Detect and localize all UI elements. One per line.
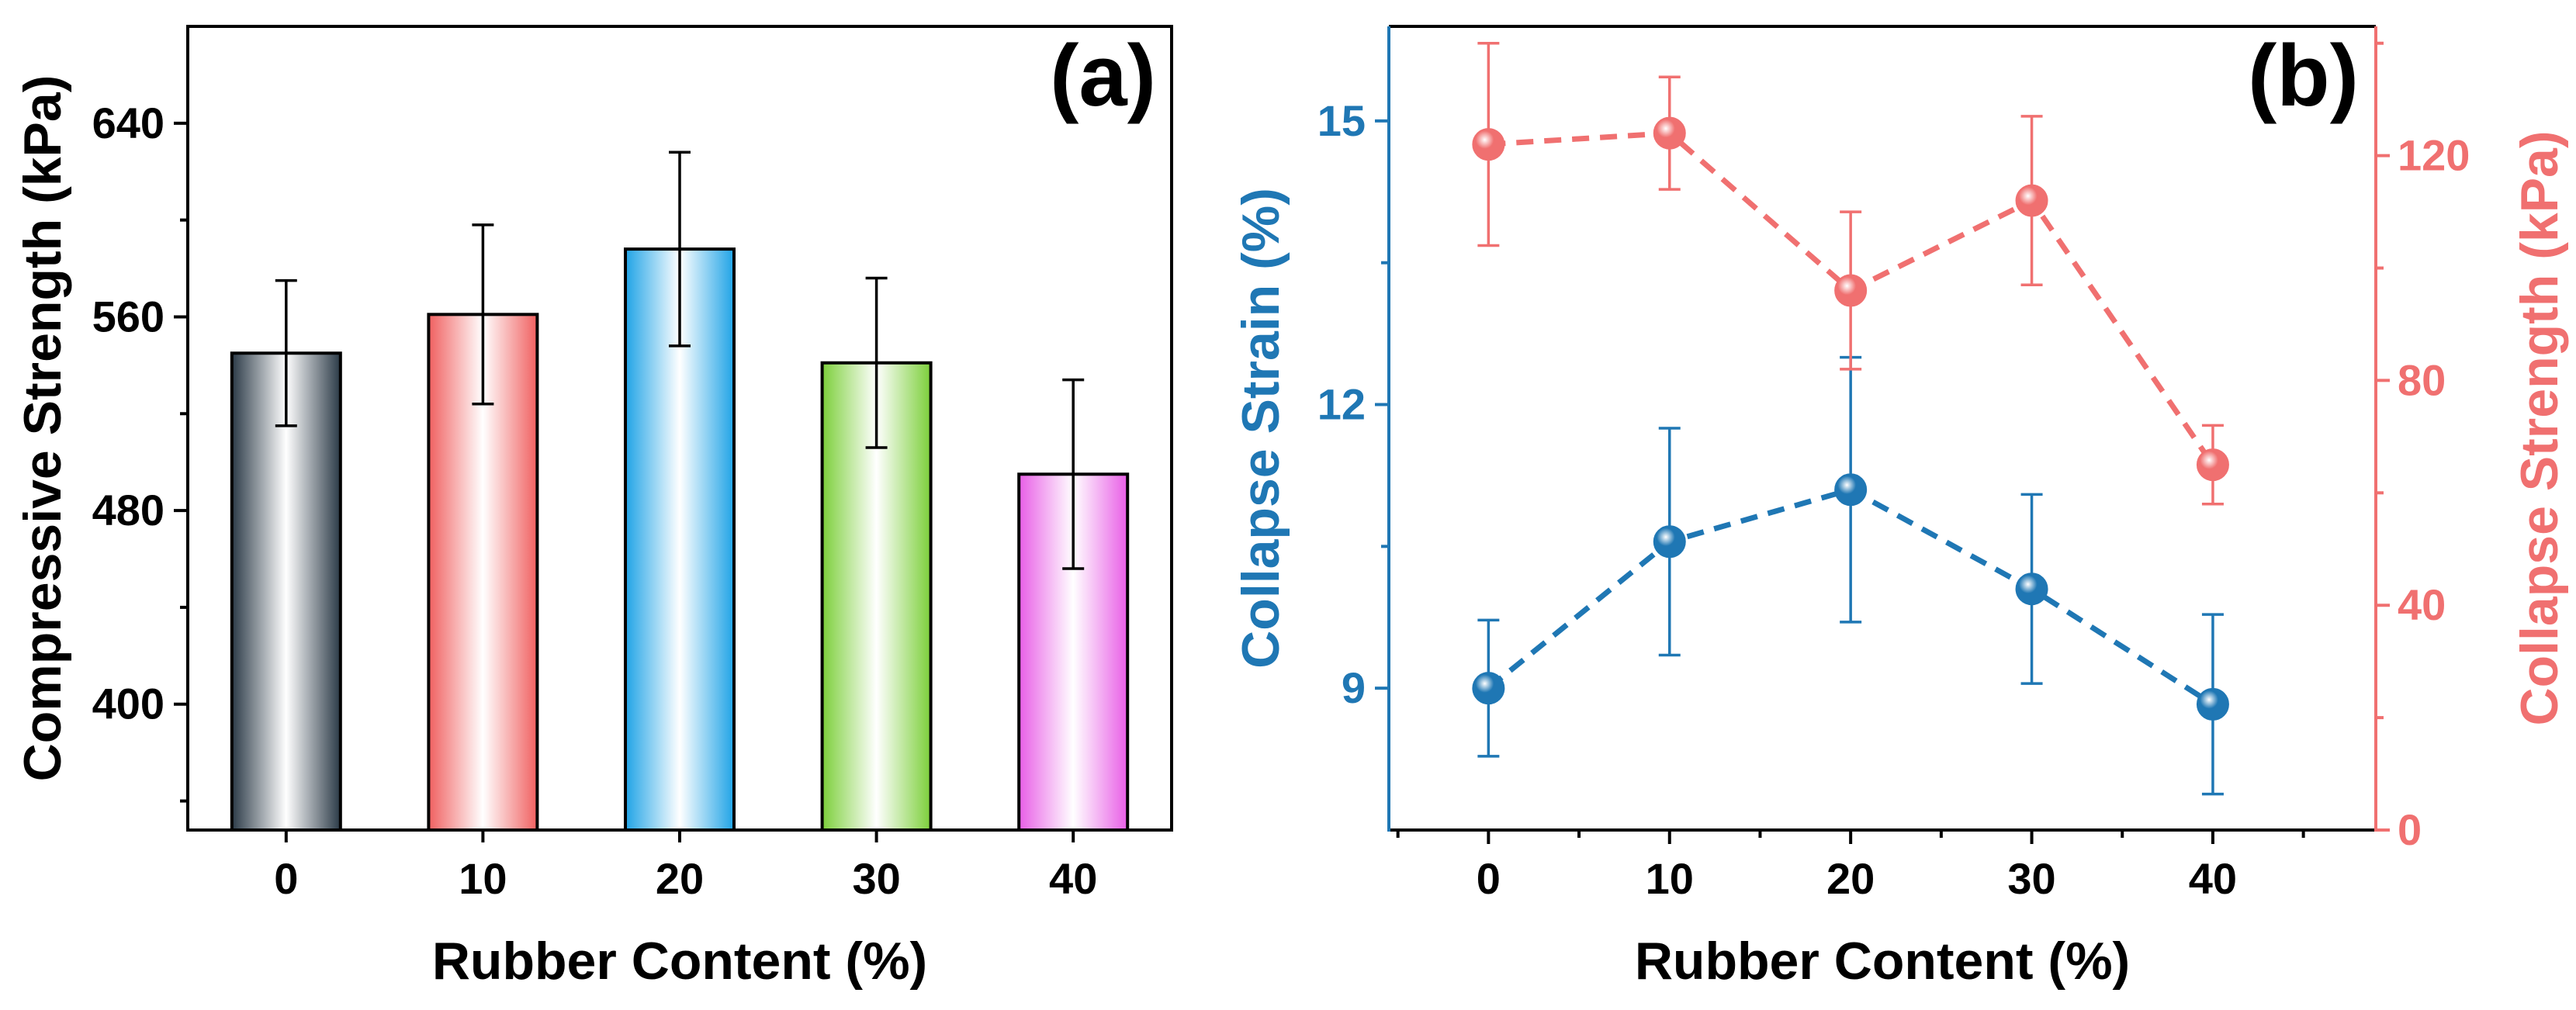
panel-label-b: (b) [2248, 27, 2359, 124]
y-axis-title-a: Compressive Strength (kPa) [13, 75, 72, 782]
y-axis-title-right-b: Collapse Strength (kPa) [2510, 130, 2569, 725]
panel-a: 400 480 560 640 0 10 20 30 40 (a) Rubber Conten… [13, 25, 1173, 991]
y-tick-label: 560 [92, 292, 164, 341]
y-axis-left-b: 9 12 15 [1317, 96, 1389, 712]
data-point [1653, 116, 1686, 150]
panel-b: 9 12 15 0 40 80 120 0 10 20 30 40 (b) Rubber Cont… [1231, 25, 2569, 991]
x-tick-label: 10 [1646, 854, 1694, 903]
x-tick-label: 40 [2189, 854, 2237, 903]
data-point [2196, 448, 2229, 482]
errorbar-group [275, 150, 1085, 570]
data-point [2196, 687, 2229, 721]
data-point [1472, 672, 1505, 705]
bar [230, 351, 342, 832]
y-left-tick-label: 12 [1317, 380, 1366, 429]
y-axis-a: 400 480 560 640 [92, 99, 188, 803]
data-point [1472, 128, 1505, 161]
data-point [2015, 572, 2048, 606]
y-tick-label: 400 [92, 680, 164, 728]
series-group [1472, 41, 2229, 796]
bar [820, 361, 933, 832]
y-tick-label: 480 [92, 486, 164, 534]
y-left-tick-label: 15 [1317, 96, 1366, 145]
y-left-tick-label: 9 [1342, 663, 1366, 712]
x-tick-label: 40 [1049, 854, 1097, 903]
x-tick-label: 20 [1826, 854, 1875, 903]
data-point [1834, 274, 1868, 307]
y-right-tick-label: 0 [2398, 805, 2422, 854]
y-right-tick-label: 80 [2398, 355, 2446, 404]
x-axis-title-a: Rubber Content (%) [432, 932, 927, 991]
y-right-tick-label: 120 [2398, 131, 2470, 180]
y-right-tick-label: 40 [2398, 580, 2446, 629]
x-tick-label: 30 [2007, 854, 2055, 903]
data-point [1653, 525, 1686, 559]
x-axis-title-b: Rubber Content (%) [1635, 932, 2130, 991]
panel-label-a: (a) [1050, 27, 1156, 124]
x-tick-label: 0 [274, 854, 298, 903]
x-axis-a: 0 10 20 30 40 [274, 830, 1097, 903]
data-point [1834, 473, 1868, 507]
data-point [2015, 184, 2048, 217]
y-axis-right-b: 0 40 80 120 [2376, 41, 2470, 854]
x-axis-b: 0 10 20 30 40 [1396, 830, 2305, 903]
y-tick-label: 640 [92, 99, 164, 147]
x-tick-label: 30 [852, 854, 900, 903]
y-axis-title-left-b: Collapse Strain (%) [1231, 188, 1290, 669]
x-tick-label: 0 [1477, 854, 1501, 903]
x-tick-label: 20 [656, 854, 704, 903]
x-tick-label: 10 [459, 854, 507, 903]
